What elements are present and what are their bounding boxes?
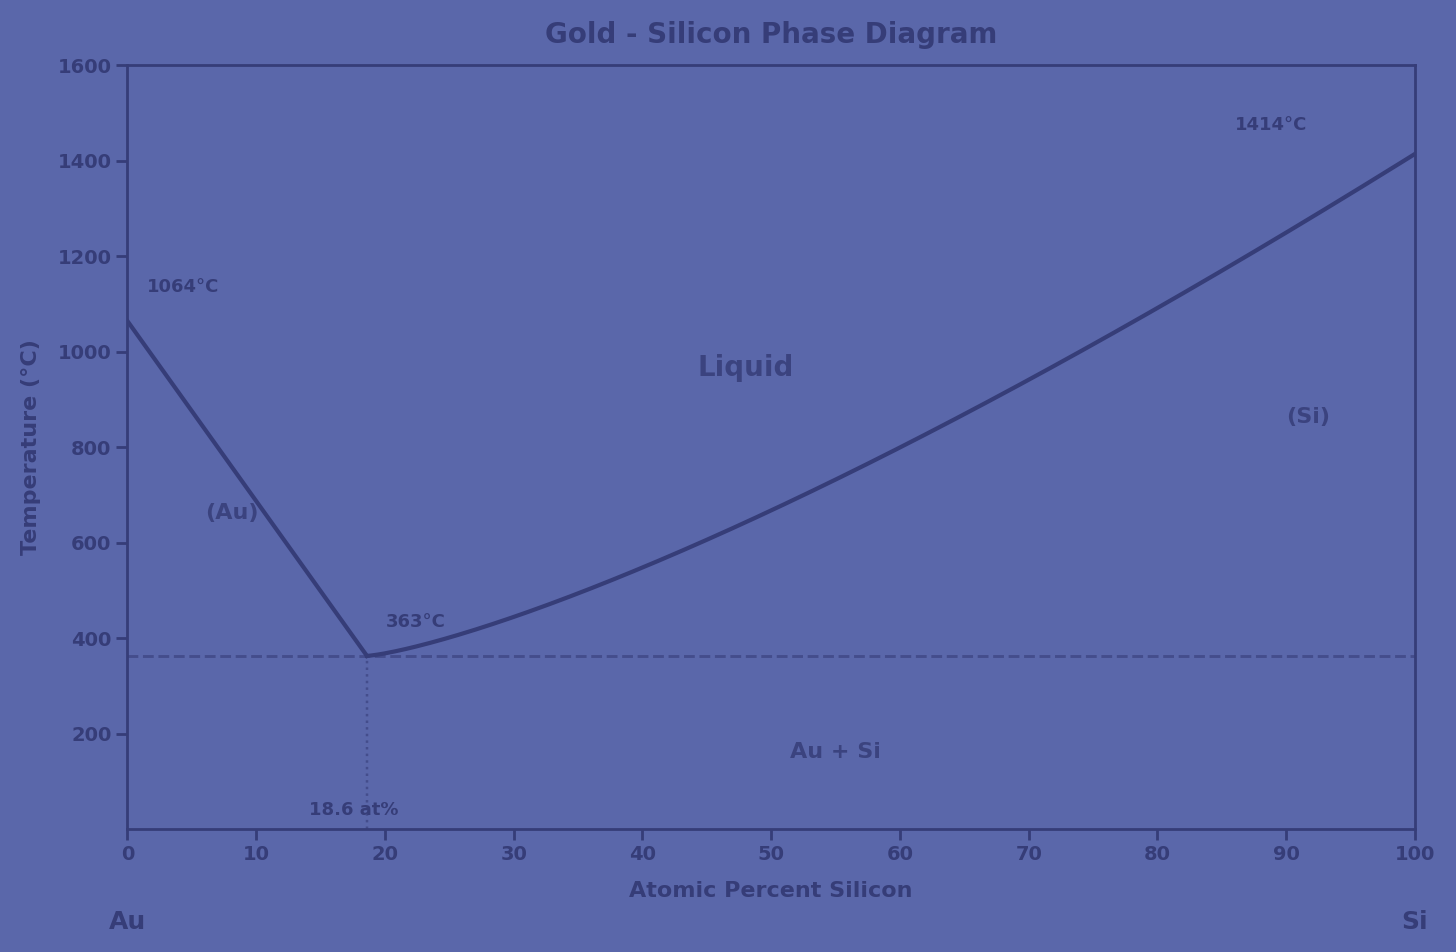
Text: 1064°C: 1064°C (147, 278, 220, 296)
Text: 18.6 at%: 18.6 at% (309, 801, 399, 819)
Text: Liquid: Liquid (697, 353, 794, 382)
Title: Gold - Silicon Phase Diagram: Gold - Silicon Phase Diagram (545, 21, 997, 49)
Text: Si: Si (1402, 910, 1428, 935)
Text: Au: Au (109, 910, 146, 935)
X-axis label: Atomic Percent Silicon: Atomic Percent Silicon (629, 881, 913, 901)
Text: 363°C: 363°C (386, 613, 446, 631)
Text: (Au): (Au) (205, 503, 258, 523)
Text: (Si): (Si) (1286, 407, 1331, 427)
Y-axis label: Temperature (°C): Temperature (°C) (20, 339, 41, 555)
Text: 1414°C: 1414°C (1235, 116, 1307, 134)
Text: Au + Si: Au + Si (791, 742, 881, 762)
